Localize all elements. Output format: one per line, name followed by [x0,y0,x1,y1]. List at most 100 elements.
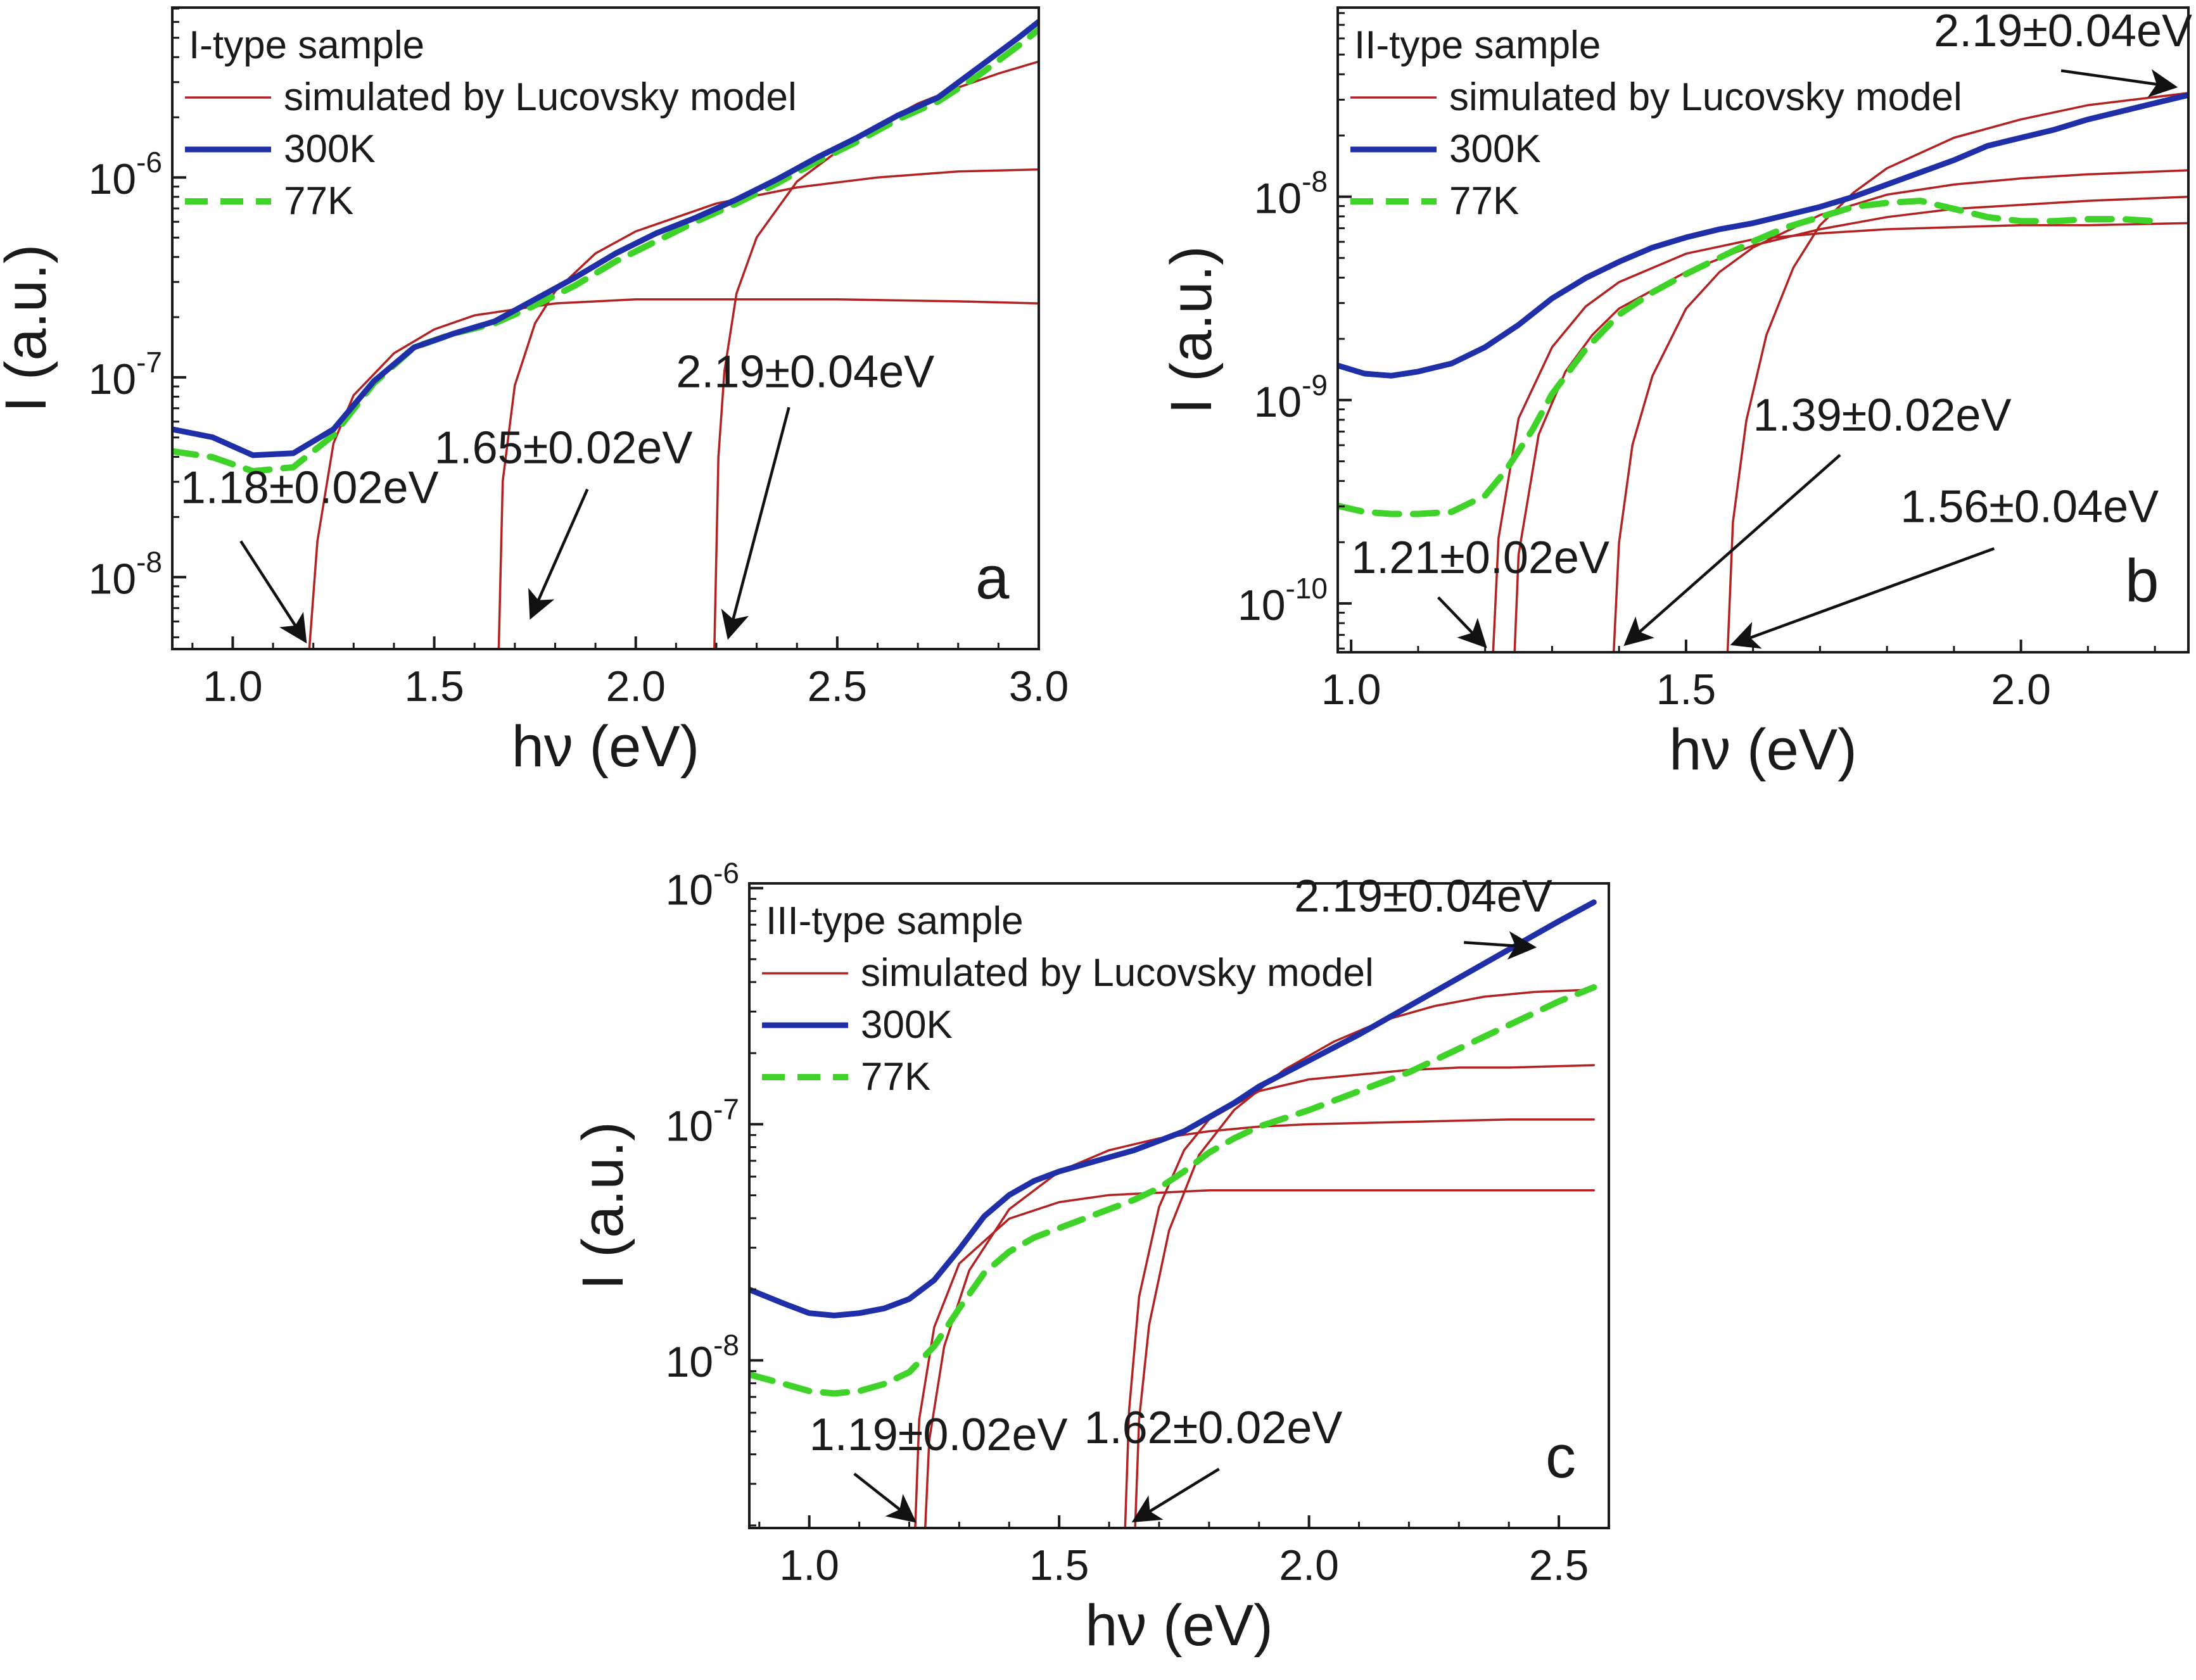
y-tick-exponent: -6 [136,146,162,179]
annotation-label: 2.19±0.04eV [676,347,934,398]
series-line-fit [914,1189,1596,1528]
x-tick-label: 2.5 [1529,1541,1589,1589]
annotation-arrow [239,540,307,644]
y-tick-exponent: -8 [713,1329,739,1361]
series-line-fit [308,298,1039,649]
legend-title: III-type sample [766,899,1024,943]
annotation-label: 1.19±0.02eV [809,1410,1068,1460]
panel-letter: a [975,544,1010,612]
y-tick-exponent: -6 [713,856,739,889]
series-group [172,18,1039,649]
series-line-fit [1726,92,2188,652]
series-line-fit [497,168,1039,649]
series-line-fit [1124,1064,1596,1528]
x-tick-label: 1.5 [404,662,464,711]
legend-label-fit: simulated by Lucovsky model [861,951,1374,995]
y-tick-label: 10-8 [665,1329,739,1386]
y-axis-title: I (a.u.) [571,1121,635,1290]
x-tick-label: 2.0 [1279,1541,1339,1589]
legend-label-t77: 77K [861,1055,930,1099]
legend-label-t77: 77K [1449,179,1519,223]
y-tick-label: 10-6 [665,856,739,914]
annotation-arrow [1623,453,1841,647]
annotation-label: 1.39±0.02eV [1753,390,2012,441]
x-axis-title: hν (eV) [1669,717,1857,782]
annotation-label: 2.19±0.04eV [1934,6,2192,56]
y-tick-label: 10-9 [1253,369,1328,426]
x-tick-label: 1.5 [1029,1541,1089,1589]
series-line-t300 [1338,92,2188,379]
x-axis-title: hν (eV) [512,714,700,779]
annotation-arrow [1131,1467,1220,1523]
legend-title: II-type sample [1354,23,1601,67]
annotation-arrow [528,488,589,620]
legend-label-fit: simulated by Lucovsky model [284,75,797,119]
annotation-arrow [853,1472,917,1523]
y-tick-exponent: -8 [136,545,162,578]
y-axis-title: I (a.u.) [1159,246,1224,414]
series-line-fit [1492,222,2188,652]
annotation-label: 1.65±0.02eV [435,423,693,474]
legend-title: I-type sample [189,23,424,67]
legend-label-t300: 300K [861,1003,953,1047]
series-group [749,899,1597,1528]
x-tick-label: 1.0 [1321,666,1381,714]
chart-panel-a: 1.0 1.5 2.0 2.5 3.010-610-710-8hν (eV)I (a.u… [0,6,1069,779]
y-tick-base: 10 [88,555,136,603]
x-tick-label: 3.0 [1009,662,1069,711]
annotation-label: 1.21±0.02eV [1351,533,1609,583]
y-tick-base: 10 [665,1338,713,1386]
plot-frame [748,882,1610,1529]
x-axis-title: hν (eV) [1085,1593,1273,1658]
legend-label-t77: 77K [284,179,353,223]
y-tick-base: 10 [1253,378,1302,426]
y-tick-exponent: -10 [1286,572,1328,605]
x-tick-label: 2.5 [808,662,868,711]
y-tick-exponent: -8 [1302,165,1328,198]
y-tick-label: 10-7 [88,346,162,403]
series-group [1338,92,2188,652]
x-tick-label: 1.0 [203,662,263,711]
panel-letter: b [2125,547,2159,615]
series-line-t77 [749,984,1597,1397]
legend-label-t300: 300K [284,127,376,171]
x-tick-label: 2.0 [606,662,666,711]
legend-label-t300: 300K [1449,127,1541,171]
annotation-arrow [1437,596,1487,648]
annotation-label: 1.56±0.04eV [1900,481,2159,532]
y-tick-label: 10-8 [1253,165,1328,223]
plot-frame [1336,6,2190,654]
y-tick-base: 10 [1253,175,1302,223]
series-line-fit [1612,169,2188,652]
series-line-t300 [749,899,1597,1318]
annotation-arrow [2060,69,2178,98]
annotation-label: 1.18±0.02eV [181,463,439,514]
y-tick-exponent: -7 [136,346,162,379]
y-tick-base: 10 [88,355,136,403]
y-tick-base: 10 [1238,581,1286,629]
series-line-t77 [172,26,1039,475]
annotation-label: 2.19±0.04eV [1294,871,1552,922]
annotation-label: 1.62±0.02eV [1084,1403,1343,1453]
y-tick-label: 10-6 [88,146,162,203]
annotation-arrow [1730,547,1995,649]
x-tick-label: 1.5 [1656,666,1717,714]
plot-frame [171,6,1040,650]
y-tick-label: 10-8 [88,545,162,603]
chart-panel-c: 1.0 1.5 2.0 2.510-610-710-8hν (eV)I (a.u.)I… [571,856,1610,1658]
x-tick-label: 2.0 [1991,666,2051,714]
y-tick-exponent: -9 [1302,369,1328,401]
x-tick-label: 1.0 [779,1541,839,1589]
y-tick-base: 10 [665,866,713,914]
y-tick-label: 10-10 [1238,572,1328,629]
y-axis-title: I (a.u.) [0,244,58,413]
legend-label-fit: simulated by Lucovsky model [1449,75,1962,119]
series-line-t77 [1338,198,2159,517]
annotation-arrow [1464,931,1537,960]
y-tick-exponent: -7 [713,1092,739,1125]
y-tick-label: 10-7 [665,1092,739,1150]
panel-letter: c [1545,1423,1576,1491]
series-line-fit [1134,988,1596,1528]
